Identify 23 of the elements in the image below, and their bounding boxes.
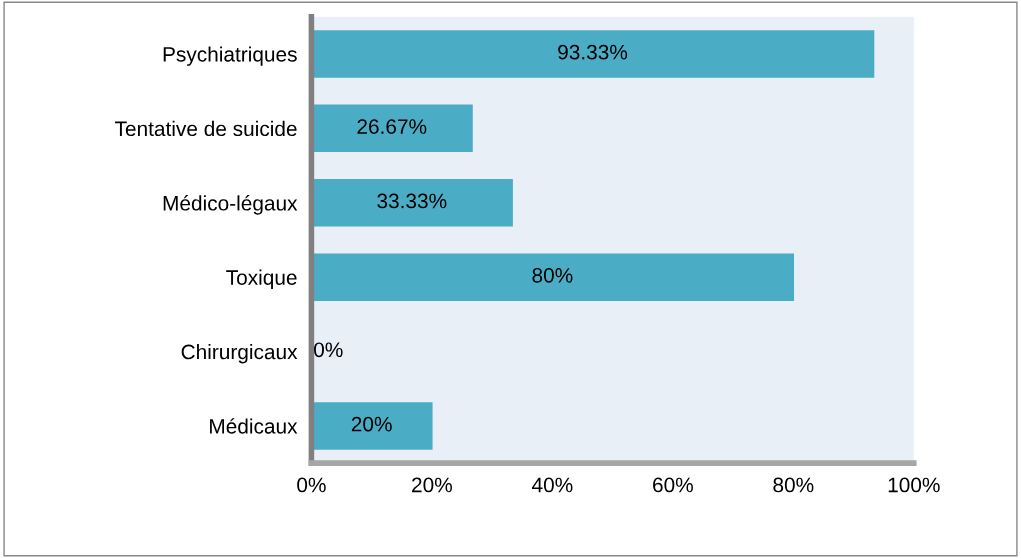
data-label: 0% [314,342,343,358]
x-tick-label: 100% [888,477,940,493]
y-tick-label: Médicaux [210,418,298,434]
bar [311,104,473,153]
data-label: 33.33% [377,193,447,209]
y-tick-label: Psychiatriques [163,46,297,66]
x-tick-label: 20% [412,477,452,493]
data-label: 93.33% [558,44,628,60]
bar [311,30,875,78]
y-tick-label: Tentative de suicide [115,120,297,137]
data-label: 26.67% [357,119,427,134]
y-tick-label: Chirurgicaux [181,343,298,364]
x-tick-label: 40% [531,477,573,493]
x-tick-label: 80% [773,477,814,493]
bar [311,402,433,450]
bar [311,178,513,227]
y-tick-label: Toxique [226,269,297,290]
data-label: 20% [351,416,392,432]
bar [311,253,795,301]
y-tick-label: Médico-légaux [163,195,298,215]
x-tick-label: 60% [653,477,693,493]
data-label: 80% [532,267,573,283]
x-tick-label: 0% [297,477,326,493]
